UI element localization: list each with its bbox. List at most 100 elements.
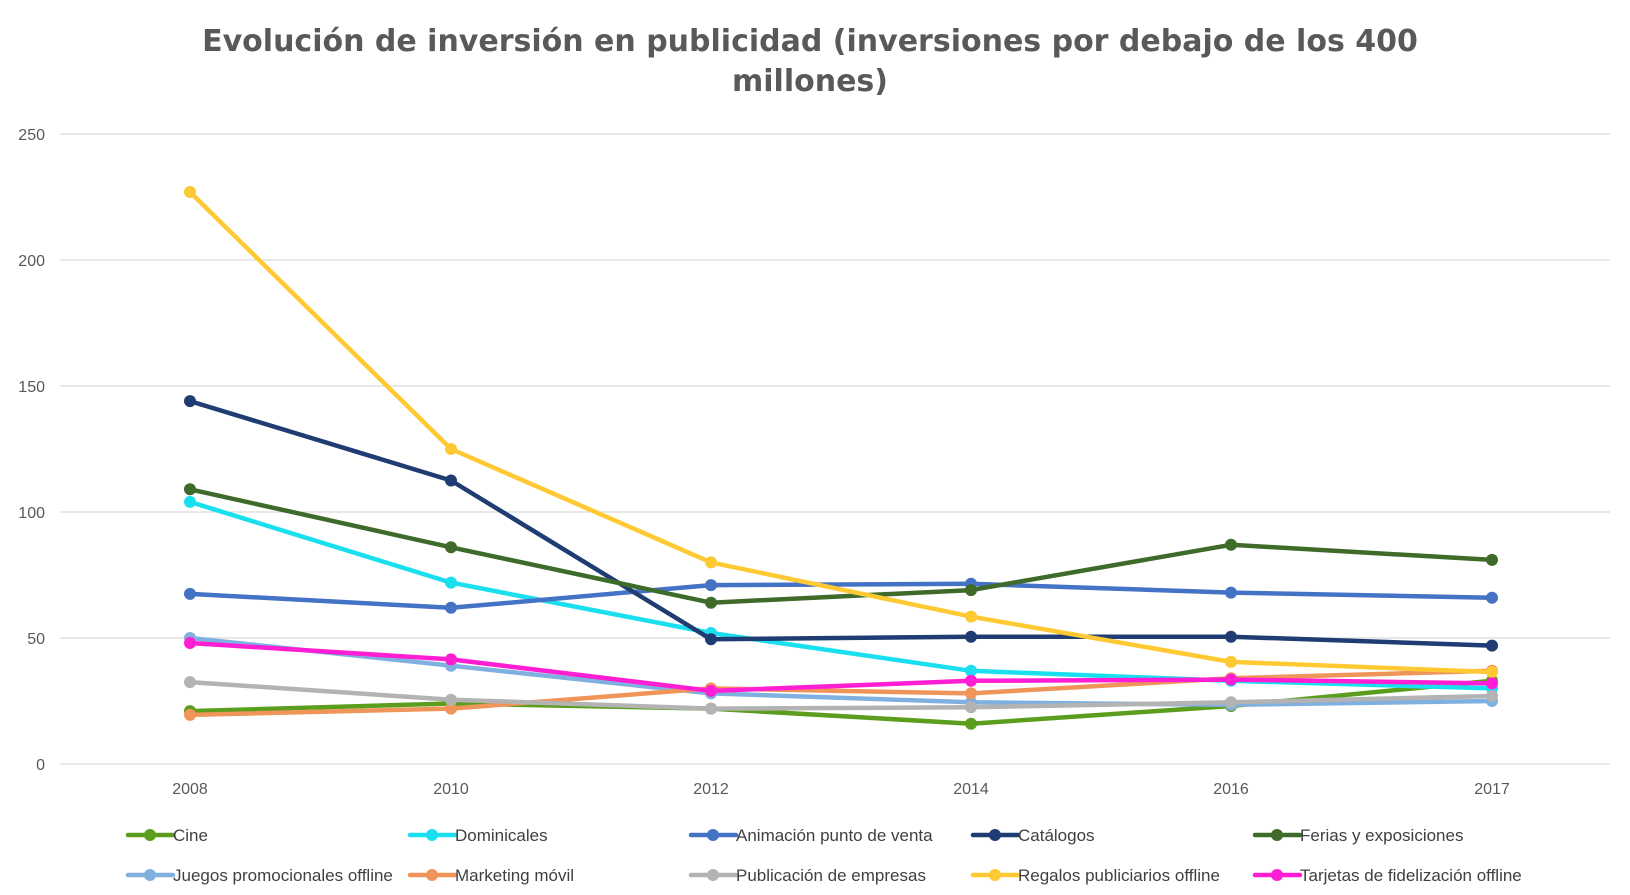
data-point [445, 443, 457, 455]
data-point [1225, 696, 1237, 709]
data-point [965, 674, 977, 687]
legend-label: Regalos publiciarios offline [1018, 866, 1220, 885]
data-point [445, 702, 457, 715]
series-line [187, 679, 1495, 711]
series-line [187, 640, 1495, 694]
series-line [187, 189, 1495, 675]
legend-marker [426, 829, 438, 841]
legend-item: Tarjetas de fidelización offline [1252, 866, 1522, 885]
data-point [965, 717, 977, 730]
data-point [1225, 538, 1237, 551]
data-point [705, 633, 717, 646]
data-point [184, 708, 196, 721]
y-tick-label: 0 [36, 757, 45, 774]
x-tick-label: 2008 [172, 781, 208, 798]
legend-label: Juegos promocionales offline [173, 866, 393, 885]
y-tick-label: 100 [18, 505, 45, 522]
legend-item: Juegos promocionales offline [125, 866, 393, 885]
y-tick-label: 200 [18, 253, 45, 270]
legend: Cine Dominicales Animación punto de venta C… [125, 826, 1522, 885]
data-point [445, 541, 457, 554]
series-line [187, 635, 1495, 708]
legend-marker [989, 869, 1001, 881]
legend-label: Ferias y exposiciones [1300, 826, 1463, 845]
data-point [184, 587, 196, 600]
data-point [705, 596, 717, 609]
y-tick-label: 150 [18, 379, 45, 396]
data-point [184, 483, 196, 496]
data-point [965, 701, 977, 714]
series-line [187, 581, 1495, 611]
data-point [965, 664, 977, 677]
x-tick-label: 2012 [693, 781, 729, 798]
series-line [187, 398, 1495, 648]
data-point [1486, 666, 1498, 678]
data-point [1486, 639, 1498, 652]
series-Tarjetas de fidelización offline [184, 637, 1498, 697]
legend-item: Dominicales [407, 826, 548, 845]
data-point [1225, 586, 1237, 599]
data-point [184, 637, 196, 649]
series-Publicación de empresas [184, 676, 1498, 715]
legend-item: Publicación de empresas [688, 866, 926, 885]
series-line [187, 668, 1495, 718]
data-point [965, 630, 977, 643]
y-tick-label: 250 [18, 127, 45, 144]
x-tick-label: 2010 [433, 781, 469, 798]
axes: 0 50 100 150 200 250 2008 2010 2012 2014 2016 2017 [18, 127, 1510, 798]
data-point [184, 186, 196, 198]
data-point [1486, 677, 1498, 690]
legend-label: Tarjetas de fidelización offline [1300, 866, 1522, 885]
series-line [187, 487, 1495, 605]
legend-marker [426, 869, 438, 881]
series-Regalos publiciarios offline [184, 186, 1498, 678]
legend-item: Marketing móvil [407, 866, 574, 885]
legend-item: Regalos publiciarios offline [970, 866, 1220, 885]
legend-marker [144, 829, 156, 841]
data-point [445, 601, 457, 614]
data-point [184, 676, 196, 689]
legend-label: Animación punto de venta [736, 826, 933, 845]
legend-marker [144, 869, 156, 881]
data-point [965, 584, 977, 597]
legend-label: Publicación de empresas [736, 866, 926, 885]
legend-item: Ferias y exposiciones [1252, 826, 1463, 845]
data-point [1486, 553, 1498, 566]
legend-item: Animación punto de venta [688, 826, 933, 845]
y-tick-label: 50 [27, 631, 45, 648]
legend-marker [1271, 869, 1283, 881]
x-tick-label: 2017 [1474, 781, 1510, 798]
data-point [965, 687, 977, 700]
data-point [1225, 655, 1237, 668]
data-point [184, 495, 196, 508]
chart-title: Evolución de inversión en publicidad (in… [202, 24, 1418, 99]
data-point [1225, 630, 1237, 643]
legend-label: Dominicales [455, 826, 548, 845]
legend-label: Catálogos [1018, 826, 1095, 845]
data-point [1225, 673, 1237, 686]
data-point [705, 684, 717, 697]
gridlines [60, 133, 1610, 765]
data-point [705, 579, 717, 592]
x-tick-label: 2014 [953, 781, 989, 798]
x-tick-label: 2016 [1213, 781, 1249, 798]
series-lines [184, 186, 1498, 730]
series-Ferias y exposiciones [184, 483, 1498, 609]
legend-item: Catálogos [970, 826, 1095, 845]
data-point [445, 693, 457, 706]
series-Catálogos [184, 395, 1498, 652]
legend-marker [989, 829, 1001, 841]
data-point [1486, 690, 1498, 702]
data-point [445, 653, 457, 666]
data-point [184, 395, 196, 408]
data-point [445, 576, 457, 589]
legend-marker [1271, 829, 1283, 841]
data-point [705, 702, 717, 715]
data-point [1486, 591, 1498, 604]
data-point [705, 556, 717, 569]
legend-label: Cine [173, 826, 208, 845]
legend-marker [707, 869, 719, 881]
legend-marker [707, 829, 719, 841]
data-point [965, 610, 977, 623]
